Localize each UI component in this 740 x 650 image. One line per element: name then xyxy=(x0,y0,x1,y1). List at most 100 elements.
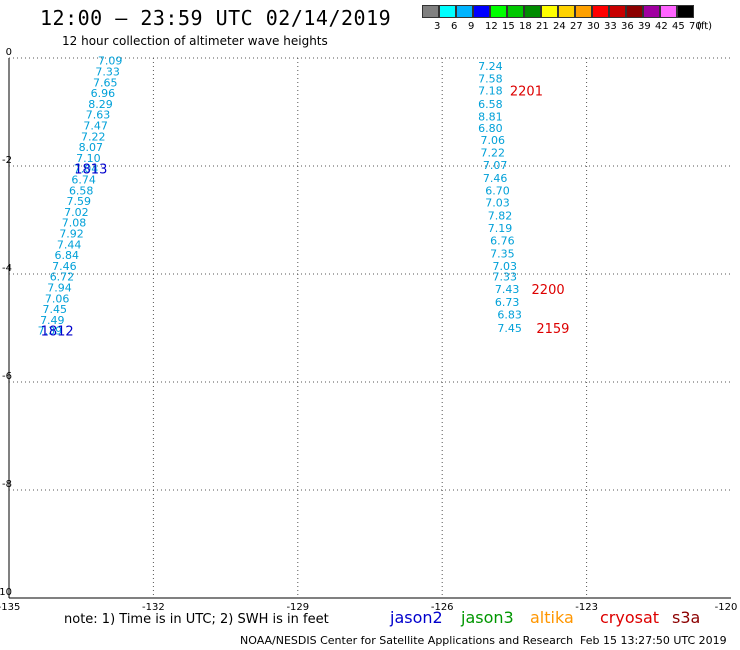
legend-label: 27 xyxy=(570,21,583,32)
legend-label: 9 xyxy=(468,21,475,32)
legend-label: 36 xyxy=(621,21,634,32)
y-tick-label: -4 xyxy=(2,263,12,274)
wave-height-label: 7.82 xyxy=(488,210,513,223)
color-legend xyxy=(422,5,694,18)
wave-height-label: 7.22 xyxy=(81,130,106,143)
page-title: 12:00 – 23:59 UTC 02/14/2019 xyxy=(40,6,392,30)
time-tag: 2159 xyxy=(536,322,569,337)
x-tick-label: -126 xyxy=(431,602,454,613)
time-tag: 1812 xyxy=(41,325,74,340)
legend-swatch xyxy=(677,5,694,18)
y-tick-label: 0 xyxy=(6,47,12,58)
y-tick-label: -8 xyxy=(2,479,12,490)
legend-label: 12 xyxy=(485,21,498,32)
time-tag: 1813 xyxy=(74,163,107,178)
wave-height-label: 7.92 xyxy=(59,228,84,241)
x-tick-label: -120 xyxy=(715,602,738,613)
credit-text: NOAA/NESDIS Center for Satellite Applica… xyxy=(240,634,574,647)
wave-height-label: 7.02 xyxy=(64,206,89,219)
legend-label: 30 xyxy=(587,21,600,32)
legend-label: 6 xyxy=(451,21,458,32)
satellite-jason2: jason2 xyxy=(390,608,443,627)
legend-swatch xyxy=(439,5,456,18)
legend-label: 21 xyxy=(536,21,549,32)
wave-height-label: 7.07 xyxy=(483,159,508,172)
legend-label: 15 xyxy=(502,21,515,32)
wave-height-label: 6.58 xyxy=(478,98,503,111)
wave-height-label: 7.22 xyxy=(480,147,505,160)
y-tick-label: -2 xyxy=(2,155,12,166)
y-tick-label: -10 xyxy=(0,587,12,598)
wave-height-label: 7.94 xyxy=(47,282,72,295)
wave-height-label: 7.10 xyxy=(76,152,101,165)
wave-height-label: 7.03 xyxy=(493,260,518,273)
wave-height-label: 7.45 xyxy=(497,322,522,335)
legend-label: 3 xyxy=(434,21,441,32)
wave-height-label: 8.29 xyxy=(88,98,113,111)
legend-swatch xyxy=(456,5,473,18)
wave-height-label: 7.06 xyxy=(45,292,70,305)
legend-label: 45 xyxy=(672,21,685,32)
wave-height-label: 7.63 xyxy=(86,109,111,122)
legend-label: 33 xyxy=(604,21,617,32)
legend-swatch xyxy=(473,5,490,18)
legend-label: 39 xyxy=(638,21,651,32)
wave-height-label: 6.80 xyxy=(478,122,503,135)
wave-height-label: 7.33 xyxy=(493,271,518,284)
wave-height-label: 6.83 xyxy=(497,309,522,322)
wave-height-label: 7.18 xyxy=(478,84,503,97)
wave-height-label: 7.46 xyxy=(483,172,508,185)
x-tick-label: -135 xyxy=(0,602,20,613)
legend-label: 24 xyxy=(553,21,566,32)
wave-height-label: 7.44 xyxy=(57,238,82,251)
wave-height-label: 6.58 xyxy=(69,184,94,197)
legend-swatch xyxy=(541,5,558,18)
legend-swatch xyxy=(507,5,524,18)
wave-height-label: 7.47 xyxy=(83,120,108,133)
x-tick-label: -123 xyxy=(575,602,598,613)
legend-label: 18 xyxy=(519,21,532,32)
legend-swatch xyxy=(558,5,575,18)
legend-swatch xyxy=(575,5,592,18)
wave-height-label: 7.45 xyxy=(42,303,67,316)
footer-note: note: 1) Time is in UTC; 2) SWH is in fe… xyxy=(64,612,329,627)
legend-swatch xyxy=(490,5,507,18)
wave-height-label: 7.46 xyxy=(52,260,77,273)
wave-height-label: 7.19 xyxy=(488,222,513,235)
legend-swatch xyxy=(592,5,609,18)
satellite-altika: altika xyxy=(530,608,574,627)
wave-height-label: 7.09 xyxy=(98,55,123,68)
timestamp-text: Feb 15 13:27:50 UTC 2019 xyxy=(580,634,727,647)
legend-swatch xyxy=(626,5,643,18)
wave-height-label: 7.06 xyxy=(480,134,505,147)
legend-swatch xyxy=(643,5,660,18)
x-tick-label: -132 xyxy=(142,602,165,613)
wave-height-label: 7.59 xyxy=(67,195,92,208)
wave-height-label: 7.33 xyxy=(95,66,120,79)
wave-height-label: 7.49 xyxy=(40,314,65,327)
wave-height-label: 6.73 xyxy=(495,296,520,309)
wave-height-label: 8.81 xyxy=(478,110,503,123)
wave-height-label: 7.08 xyxy=(62,217,87,230)
wave-height-label: 7.03 xyxy=(485,197,510,210)
wave-height-label: 6.96 xyxy=(91,87,116,100)
legend-label: 42 xyxy=(655,21,668,32)
wave-height-label: 6.84 xyxy=(55,249,80,262)
satellite-jason3: jason3 xyxy=(461,608,514,627)
wave-height-label: 8.07 xyxy=(79,141,104,154)
wave-height-label: 6.74 xyxy=(71,174,96,187)
wave-height-label: 7.65 xyxy=(93,76,118,89)
wave-height-label: 7.24 xyxy=(478,60,503,73)
satellite-cryosat: cryosat xyxy=(600,608,660,627)
legend-label: 70 xyxy=(689,21,702,32)
legend-swatch xyxy=(422,5,439,18)
legend-swatch xyxy=(524,5,541,18)
time-tag: 2201 xyxy=(510,84,543,99)
wave-height-label: 6.72 xyxy=(50,271,75,284)
wave-height-label: 7.04 xyxy=(74,163,99,176)
x-tick-label: -129 xyxy=(286,602,309,613)
legend-swatch xyxy=(660,5,677,18)
wave-height-label: 7.39 xyxy=(38,325,63,338)
wave-height-label: 7.35 xyxy=(490,247,515,260)
